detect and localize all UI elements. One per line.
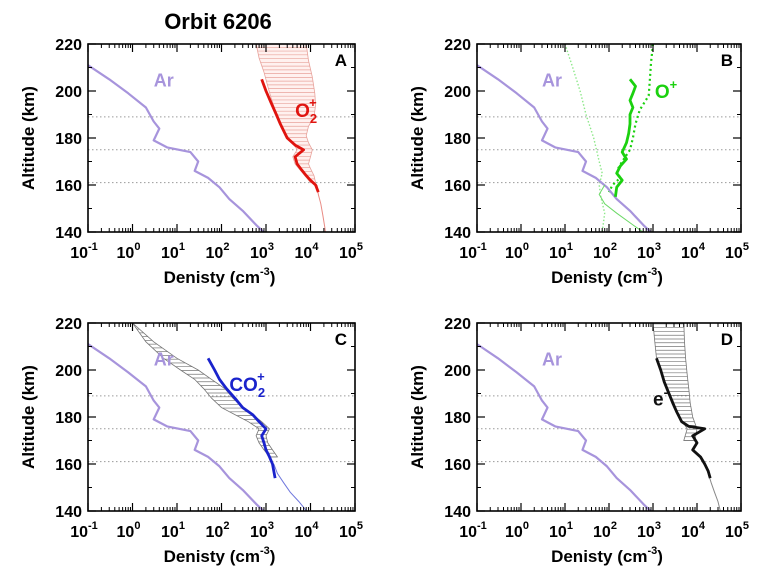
x-tick-label: 105 <box>339 241 363 262</box>
plot-area <box>88 44 355 232</box>
y-axis-label: Altitude (km) <box>408 365 427 469</box>
panel-letter: B <box>721 51 733 70</box>
model-line <box>598 184 644 232</box>
model-line <box>316 184 326 232</box>
ar-density-line <box>88 343 266 511</box>
y-tick-label: 180 <box>55 410 82 427</box>
panel-letter: A <box>335 51 347 70</box>
plot-area <box>477 44 741 232</box>
x-tick-label: 102 <box>593 241 617 262</box>
x-tick-label: 103 <box>250 241 274 262</box>
y-tick-label: 180 <box>444 131 471 148</box>
axes-frame <box>476 43 742 233</box>
x-tick-label: 104 <box>681 520 706 541</box>
x-tick-label: 102 <box>206 241 230 262</box>
y-tick-label: 220 <box>444 316 471 333</box>
ion-dotted-line <box>564 44 606 232</box>
ion-density-line <box>206 357 277 479</box>
y-tick-label: 160 <box>55 178 82 195</box>
ar-density-line <box>477 64 653 232</box>
panel-letter: C <box>335 330 347 349</box>
axes-frame <box>476 322 742 512</box>
y-tick-label: 220 <box>55 316 82 333</box>
y-tick-label: 180 <box>55 131 82 148</box>
panel-A: 10-1 100 101 102 103 104 105 140 160 180 200 220 Den… <box>19 37 363 287</box>
x-tick-label: 101 <box>549 520 573 541</box>
ion-label: O2+ <box>295 95 317 126</box>
y-tick-label: 220 <box>444 37 471 54</box>
x-tick-label: 103 <box>250 520 274 541</box>
y-tick-label: 140 <box>444 504 471 521</box>
x-tick-label: 10-1 <box>70 520 98 541</box>
ion-label: CO2+ <box>229 369 265 400</box>
x-tick-label: 100 <box>117 520 141 541</box>
x-axis-label: Denisty (cm-3) <box>164 266 276 287</box>
x-tick-label: 100 <box>505 241 529 262</box>
y-tick-label: 200 <box>444 363 471 380</box>
ion-dotted-line <box>608 44 655 193</box>
panel-letter: D <box>721 330 733 349</box>
x-tick-label: 10-1 <box>459 241 487 262</box>
y-axis-label: Altitude (km) <box>408 86 427 190</box>
x-tick-label: 103 <box>637 241 661 262</box>
x-tick-label: 105 <box>725 241 749 262</box>
ion-density-line <box>260 78 320 193</box>
ar-label: Ar <box>154 71 174 91</box>
y-tick-label: 160 <box>444 457 471 474</box>
x-tick-label: 104 <box>681 241 706 262</box>
ion-label: O+ <box>655 77 678 103</box>
plot-area <box>88 323 355 511</box>
y-tick-label: 140 <box>55 504 82 521</box>
y-axis-label: Altitude (km) <box>19 86 38 190</box>
y-tick-label: 140 <box>444 225 471 242</box>
x-tick-label: 100 <box>505 520 529 541</box>
x-tick-label: 100 <box>117 241 141 262</box>
x-tick-label: 10-1 <box>70 241 98 262</box>
ar-label: Ar <box>542 350 562 370</box>
panel-C: 10-1 100 101 102 103 104 105 140 160 180 200 220 Den… <box>19 316 363 566</box>
ion-label: e- <box>653 384 668 410</box>
ar-label: Ar <box>154 350 174 370</box>
y-tick-label: 140 <box>55 225 82 242</box>
x-tick-label: 101 <box>161 241 185 262</box>
x-axis-label: Denisty (cm-3) <box>551 545 663 566</box>
x-tick-label: 104 <box>295 520 320 541</box>
panel-D: 10-1 100 101 102 103 104 105 140 160 180 200 220 Den… <box>408 316 749 566</box>
x-tick-label: 103 <box>637 520 661 541</box>
y-tick-label: 180 <box>444 410 471 427</box>
x-axis-label: Denisty (cm-3) <box>164 545 276 566</box>
ion-density-line <box>655 357 712 479</box>
panel-B: 10-1 100 101 102 103 104 105 140 160 180 200 220 Den… <box>408 37 749 287</box>
uncertainty-band <box>652 323 698 441</box>
y-tick-label: 200 <box>444 84 471 101</box>
ar-label: Ar <box>542 71 562 91</box>
x-tick-label: 102 <box>593 520 617 541</box>
x-tick-label: 105 <box>725 520 749 541</box>
y-tick-label: 220 <box>55 37 82 54</box>
x-tick-label: 104 <box>295 241 320 262</box>
x-tick-label: 102 <box>206 520 230 541</box>
figure-title: Orbit 6206 <box>164 9 272 34</box>
x-tick-label: 10-1 <box>459 520 487 541</box>
model-line <box>273 463 308 511</box>
plot-area <box>477 323 741 511</box>
x-tick-label: 101 <box>161 520 185 541</box>
y-tick-label: 200 <box>55 84 82 101</box>
axes-frame <box>87 43 356 233</box>
axes-frame <box>87 322 356 512</box>
y-tick-label: 160 <box>444 178 471 195</box>
y-tick-label: 200 <box>55 363 82 380</box>
x-axis-label: Denisty (cm-3) <box>551 266 663 287</box>
ar-density-line <box>477 343 653 511</box>
y-tick-label: 160 <box>55 457 82 474</box>
y-axis-label: Altitude (km) <box>19 365 38 469</box>
ar-density-line <box>88 64 266 232</box>
ion-density-line <box>614 78 637 197</box>
x-tick-label: 105 <box>339 520 363 541</box>
x-tick-label: 101 <box>549 241 573 262</box>
